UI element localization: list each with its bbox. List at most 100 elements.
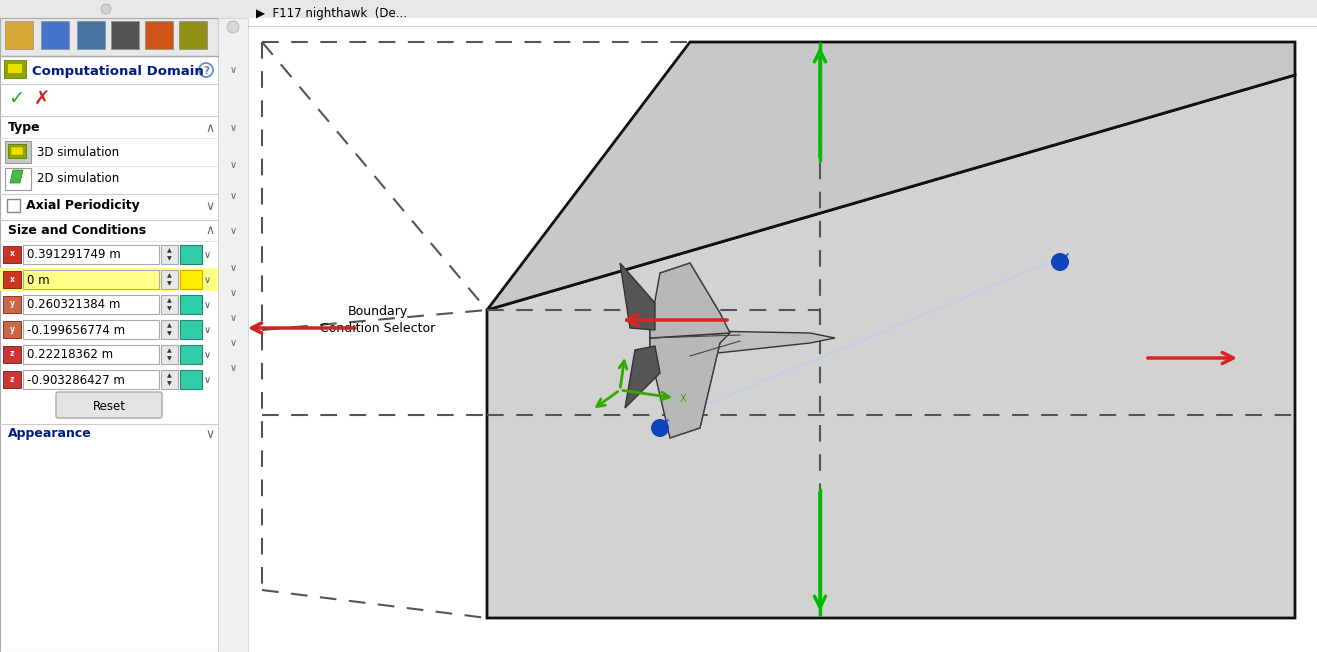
Text: ∨: ∨ <box>203 250 211 260</box>
FancyBboxPatch shape <box>8 144 26 158</box>
Text: ▲: ▲ <box>167 273 173 278</box>
Text: ∨: ∨ <box>229 160 237 170</box>
Text: x: x <box>9 274 14 284</box>
FancyBboxPatch shape <box>22 345 159 364</box>
FancyBboxPatch shape <box>0 0 219 652</box>
Polygon shape <box>620 263 655 330</box>
Text: 0.260321384 m: 0.260321384 m <box>28 299 120 312</box>
Text: ▶  F117 nighthawk  (De...: ▶ F117 nighthawk (De... <box>255 7 407 20</box>
FancyBboxPatch shape <box>180 245 202 264</box>
Text: ▲: ▲ <box>167 373 173 378</box>
FancyBboxPatch shape <box>3 246 21 263</box>
FancyBboxPatch shape <box>161 345 178 364</box>
FancyBboxPatch shape <box>4 60 26 78</box>
FancyBboxPatch shape <box>7 199 20 212</box>
Text: ∨: ∨ <box>203 325 211 335</box>
FancyBboxPatch shape <box>41 21 68 49</box>
Text: Boundary
Condition Selector: Boundary Condition Selector <box>320 306 436 334</box>
Text: ?: ? <box>203 65 209 76</box>
FancyBboxPatch shape <box>5 21 33 49</box>
Text: ▼: ▼ <box>167 256 173 261</box>
Text: Computational Domain: Computational Domain <box>32 65 204 78</box>
FancyBboxPatch shape <box>11 147 22 155</box>
Polygon shape <box>626 346 660 408</box>
Text: Reset: Reset <box>92 400 125 413</box>
Text: ▼: ▼ <box>167 357 173 361</box>
FancyBboxPatch shape <box>5 168 32 190</box>
FancyBboxPatch shape <box>180 270 202 289</box>
FancyBboxPatch shape <box>7 63 22 73</box>
Circle shape <box>651 419 669 437</box>
FancyBboxPatch shape <box>3 321 21 338</box>
Text: y: y <box>9 299 14 308</box>
FancyBboxPatch shape <box>22 245 159 264</box>
Polygon shape <box>487 42 1295 310</box>
Text: ▼: ▼ <box>167 381 173 387</box>
Text: ∨: ∨ <box>205 428 215 441</box>
FancyBboxPatch shape <box>145 21 173 49</box>
Text: ▲: ▲ <box>167 298 173 303</box>
Text: ∨: ∨ <box>229 288 237 298</box>
FancyBboxPatch shape <box>3 271 21 288</box>
Polygon shape <box>651 263 730 338</box>
Text: ∨: ∨ <box>203 350 211 360</box>
Text: ∨: ∨ <box>203 300 211 310</box>
FancyBboxPatch shape <box>161 270 178 289</box>
Text: 0.391291749 m: 0.391291749 m <box>28 248 121 261</box>
FancyBboxPatch shape <box>219 18 248 652</box>
FancyBboxPatch shape <box>180 295 202 314</box>
Text: X: X <box>680 394 686 404</box>
Text: ∨: ∨ <box>203 375 211 385</box>
Polygon shape <box>651 333 730 438</box>
Polygon shape <box>487 75 1295 618</box>
FancyBboxPatch shape <box>3 371 21 388</box>
Text: ∨: ∨ <box>205 200 215 213</box>
Text: ∨: ∨ <box>229 313 237 323</box>
Text: ▼: ▼ <box>167 306 173 312</box>
FancyBboxPatch shape <box>161 370 178 389</box>
FancyBboxPatch shape <box>3 296 21 313</box>
FancyBboxPatch shape <box>22 320 159 339</box>
Text: ▼: ▼ <box>167 282 173 286</box>
Text: ∧: ∧ <box>205 224 215 237</box>
FancyBboxPatch shape <box>22 295 159 314</box>
Text: z: z <box>9 374 14 383</box>
Text: 0 m: 0 m <box>28 273 50 286</box>
Text: ✓: ✓ <box>8 89 24 108</box>
FancyBboxPatch shape <box>5 141 32 163</box>
Circle shape <box>199 63 213 77</box>
Text: z: z <box>9 349 14 359</box>
FancyBboxPatch shape <box>22 370 159 389</box>
Text: Appearance: Appearance <box>8 428 92 441</box>
Text: 2D simulation: 2D simulation <box>37 173 120 186</box>
Text: Size and Conditions: Size and Conditions <box>8 224 146 237</box>
Text: ∧: ∧ <box>205 121 215 134</box>
FancyBboxPatch shape <box>76 21 105 49</box>
Text: -0.903286427 m: -0.903286427 m <box>28 374 125 387</box>
FancyBboxPatch shape <box>161 295 178 314</box>
Circle shape <box>227 21 238 33</box>
Text: ▲: ▲ <box>167 348 173 353</box>
Text: Axial Periodicity: Axial Periodicity <box>26 200 140 213</box>
Circle shape <box>101 4 111 14</box>
Text: ∨: ∨ <box>229 338 237 348</box>
Text: ∨: ∨ <box>229 191 237 201</box>
FancyBboxPatch shape <box>57 392 162 418</box>
Text: Type: Type <box>8 121 41 134</box>
Text: ▲: ▲ <box>167 248 173 253</box>
FancyBboxPatch shape <box>3 346 21 363</box>
Text: ▼: ▼ <box>167 331 173 336</box>
Text: ∨: ∨ <box>229 226 237 236</box>
Text: ∨: ∨ <box>229 363 237 373</box>
Text: 0.22218362 m: 0.22218362 m <box>28 349 113 361</box>
FancyBboxPatch shape <box>22 270 159 289</box>
FancyBboxPatch shape <box>219 0 1317 652</box>
Text: ∨: ∨ <box>203 275 211 285</box>
Text: ∨: ∨ <box>229 123 237 133</box>
Text: ∨: ∨ <box>229 65 237 75</box>
FancyBboxPatch shape <box>180 320 202 339</box>
Polygon shape <box>651 330 835 356</box>
Text: ∨: ∨ <box>229 263 237 273</box>
Text: -0.199656774 m: -0.199656774 m <box>28 323 125 336</box>
FancyBboxPatch shape <box>161 320 178 339</box>
